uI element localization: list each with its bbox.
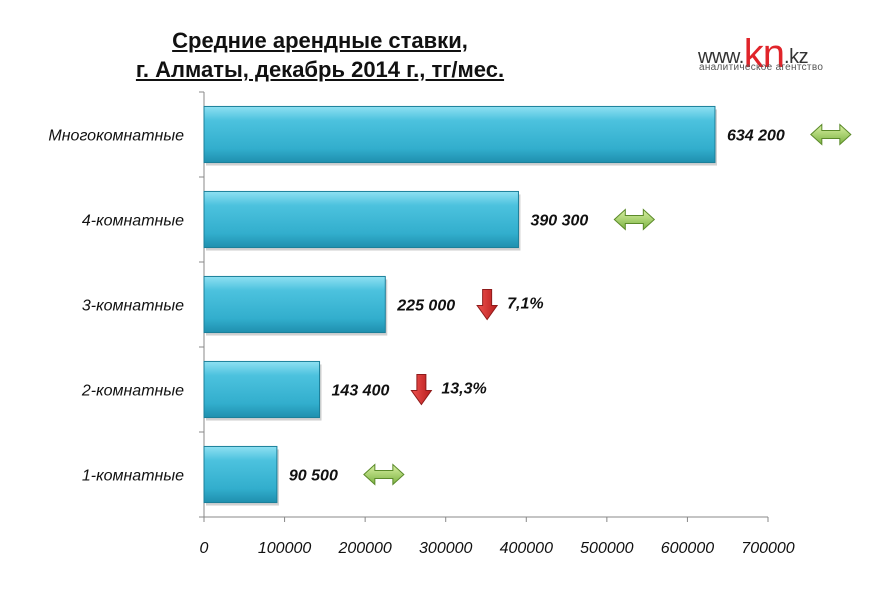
decrease-arrow-icon [476,289,499,321]
value-label: 390 300 [530,213,588,230]
category-label: Многокомнатные [48,128,184,145]
logo-brand: kn [743,32,785,76]
x-tick-label: 200000 [337,540,391,557]
chart-title: Средние арендные ставки, г. Алматы, дека… [60,26,580,84]
no-change-arrow-icon [613,208,656,231]
bars-layer [203,105,717,506]
change-percent-label: 7,1% [507,296,543,313]
x-tick-label: 100000 [258,540,311,557]
bar [203,360,321,419]
value-label: 634 200 [727,128,785,145]
logo-tagline: аналитическое агентство [699,62,824,73]
category-label: 3-комнатные [82,298,184,315]
x-tick-label: 500000 [580,540,633,557]
no-change-arrow-icon [810,123,852,146]
category-label: 2-комнатные [81,383,184,400]
brand-logo: www.kn.kz аналитическое агентство [698,20,848,76]
no-change-arrow-icon [363,463,405,486]
title-line-2: г. Алматы, декабрь 2014 г., тг/мес. [135,57,505,82]
x-tick-label: 0 [200,540,209,557]
value-label: 225 000 [396,298,455,315]
x-tick-label: 400000 [500,540,553,557]
category-label: 1-комнатные [82,468,184,485]
value-label: 90 500 [289,468,338,485]
x-tick-label: 700000 [741,540,794,557]
decrease-arrow-icon [410,374,433,406]
logo-wordmark: www.kn.kz [698,28,809,76]
category-label: 4-комнатные [82,213,184,230]
value-label: 143 400 [332,383,390,400]
x-tick-label: 300000 [419,540,472,557]
labels-layer: Многокомнатные 634 200 4-комнатные 390 300 3… [48,123,852,486]
bar [203,275,386,334]
change-percent-label: 13,3% [441,381,486,398]
logo-suffix: .kz [784,46,809,68]
title-line-1: Средние арендные ставки, [172,28,468,53]
logo-prefix: www. [698,46,744,68]
bar [203,105,716,164]
bar [203,445,278,504]
bar [203,190,519,249]
x-tick-label: 600000 [661,540,714,557]
